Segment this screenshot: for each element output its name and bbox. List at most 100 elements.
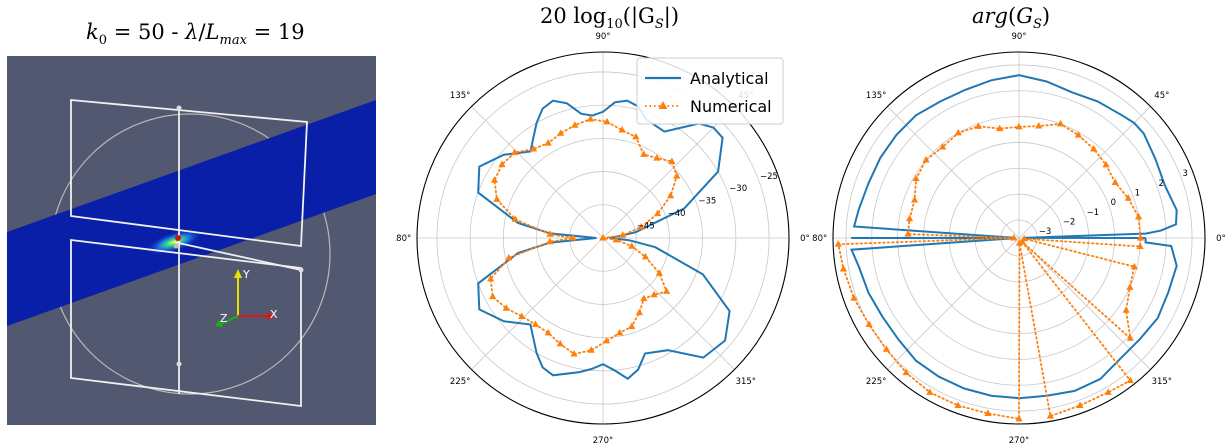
magnitude-series-numerical-point [635, 308, 644, 316]
phase-angle-label: 315° [1152, 377, 1172, 387]
phase-outer-ring [832, 51, 1206, 425]
axes-triad: Y X Z [215, 268, 278, 327]
magnitude-series-numerical-point [587, 346, 595, 353]
magnitude-series-numerical-point [640, 294, 648, 302]
phase-angle-label: 45° [1154, 91, 1169, 101]
phase-series-numerical-point [996, 124, 1004, 132]
frame-node [176, 105, 182, 111]
magnitude-series-numerical-point [667, 191, 675, 199]
phase-series-numerical-point [1020, 234, 1028, 242]
axis-label-y: Y [242, 268, 250, 281]
magnitude-series-numerical-point [544, 328, 552, 336]
phase-radial-tick-label: 3 [1182, 169, 1187, 179]
magnitude-spoke [471, 106, 604, 239]
field-visualization: Y X Z [7, 56, 376, 425]
phase-series-numerical-line [837, 122, 1142, 420]
phase-series-numerical-point [834, 240, 842, 247]
magnitude-outer-ring [416, 51, 790, 425]
phase-labels: 0° 45° 90° 135° 180° 225° 270° 315° −3 −2 −1 0 1 2 3 [812, 32, 1226, 446]
frame-node [298, 267, 304, 273]
phase-radial-tick-label: −3 [1039, 227, 1052, 237]
middle-panel-title: 20 log10(|GS|) [540, 4, 680, 33]
magnitude-series-numerical-point [487, 274, 495, 282]
phase-series-numerical-point [902, 368, 910, 376]
phase-series-numerical-point [926, 388, 934, 395]
phase-series-numerical-point [1035, 122, 1043, 129]
magnitude-series-numerical-point [619, 231, 627, 238]
phase-series-numerical-point [911, 196, 919, 203]
legend-numerical-label: Numerical [690, 97, 772, 116]
axis-label-x: X [270, 308, 278, 321]
magnitude-angle-label: 90° [595, 32, 610, 42]
magnitude-series-numerical-point [511, 215, 519, 222]
right-panel-title: arg(GS) [972, 4, 1051, 33]
phase-series-numerical-point [1134, 212, 1143, 220]
magnitude-series-numerical-point [490, 176, 499, 183]
phase-series-numerical-point [1046, 412, 1055, 419]
phase-series-numerical-point [839, 264, 848, 272]
magnitude-series-numerical-point [557, 129, 565, 136]
magnitude-series-numerical-point [668, 157, 676, 164]
magnitude-polar-chart: 0°45°90°135°180°225°270°315°−45−40−35−30… [395, 32, 810, 446]
k0-value: 50 [137, 20, 165, 44]
magnitude-series-numerical-point [571, 121, 579, 128]
magnitude-series-numerical-point [599, 234, 607, 241]
phase-series-numerical-point [865, 320, 873, 328]
magnitude-series-numerical-point [518, 312, 526, 319]
phase-series-numerical-point [1015, 414, 1023, 422]
beam-slab [7, 100, 376, 326]
chart-legend: Analytical Numerical [636, 57, 784, 125]
magnitude-spoke [602, 237, 735, 370]
phase-series-numerical-point [912, 174, 920, 182]
magnitude-series-numerical-point [628, 242, 636, 249]
phase-series-numerical-point [1126, 334, 1134, 341]
magnitude-series-numerical-point [618, 126, 626, 133]
frame-node [176, 361, 182, 367]
magnitude-series-numerical-point [653, 154, 661, 161]
phase-spoke [887, 106, 1020, 239]
phase-series-numerical-point [1015, 122, 1023, 130]
phase-series-numerical-point [906, 214, 914, 222]
phase-radial-tick-label: 1 [1135, 189, 1140, 199]
phase-radial-tick-label: −1 [1087, 208, 1100, 218]
magnitude-radial-tick-label: −35 [698, 197, 716, 207]
phase-series-numerical-point [922, 155, 930, 163]
legend-numerical-marker [658, 101, 668, 109]
phase-series-numerical-point [1074, 131, 1083, 138]
magnitude-series-numerical-point [505, 254, 513, 261]
phase-series [834, 74, 1178, 422]
magnitude-series-numerical-point [570, 350, 578, 357]
magnitude-series-numerical-point [637, 223, 645, 230]
phase-series-numerical-point [1076, 401, 1084, 409]
magnitude-series-numerical-point [632, 132, 640, 140]
phase-spoke [1018, 237, 1151, 370]
phase-angle-label: 225° [866, 377, 886, 387]
magnitude-radial-tick-label: −25 [760, 172, 778, 182]
phase-series-numerical-point [1126, 283, 1134, 290]
phase-series-numerical-point [954, 401, 962, 409]
magnitude-series-numerical-point [603, 117, 611, 125]
axis-label-z: Z [220, 312, 228, 325]
source-point [175, 235, 181, 241]
phase-angle-label: 180° [812, 234, 827, 244]
magnitude-series-numerical-point [641, 252, 650, 260]
magnitude-angle-label: 225° [450, 377, 470, 387]
magnitude-series-numerical-point [602, 336, 611, 344]
magnitude-radial-tick-label: −45 [637, 222, 655, 232]
frame-horizontal [173, 241, 302, 271]
phase-series-numerical-point [1126, 376, 1134, 383]
phase-series-numerical-point [1124, 194, 1132, 201]
left-panel-title: k0 = 50 - λ/Lmax = 19 [86, 20, 305, 49]
phase-series-numerical-point [1130, 262, 1138, 270]
legend-analytical-label: Analytical [690, 69, 769, 88]
magnitude-series-numerical-point [586, 115, 595, 122]
phase-series-numerical-point [1111, 178, 1119, 185]
magnitude-angle-label: 135° [450, 91, 470, 101]
phase-series-numerical-point [1136, 242, 1144, 249]
source-point-shadow [173, 243, 179, 249]
frame-back [70, 99, 308, 248]
magnitude-radial-tick-label: −40 [668, 209, 686, 219]
phase-series-numerical-point [1102, 160, 1110, 168]
magnitude-series-numerical-point [556, 339, 564, 347]
phase-series-numerical-point [904, 230, 912, 237]
